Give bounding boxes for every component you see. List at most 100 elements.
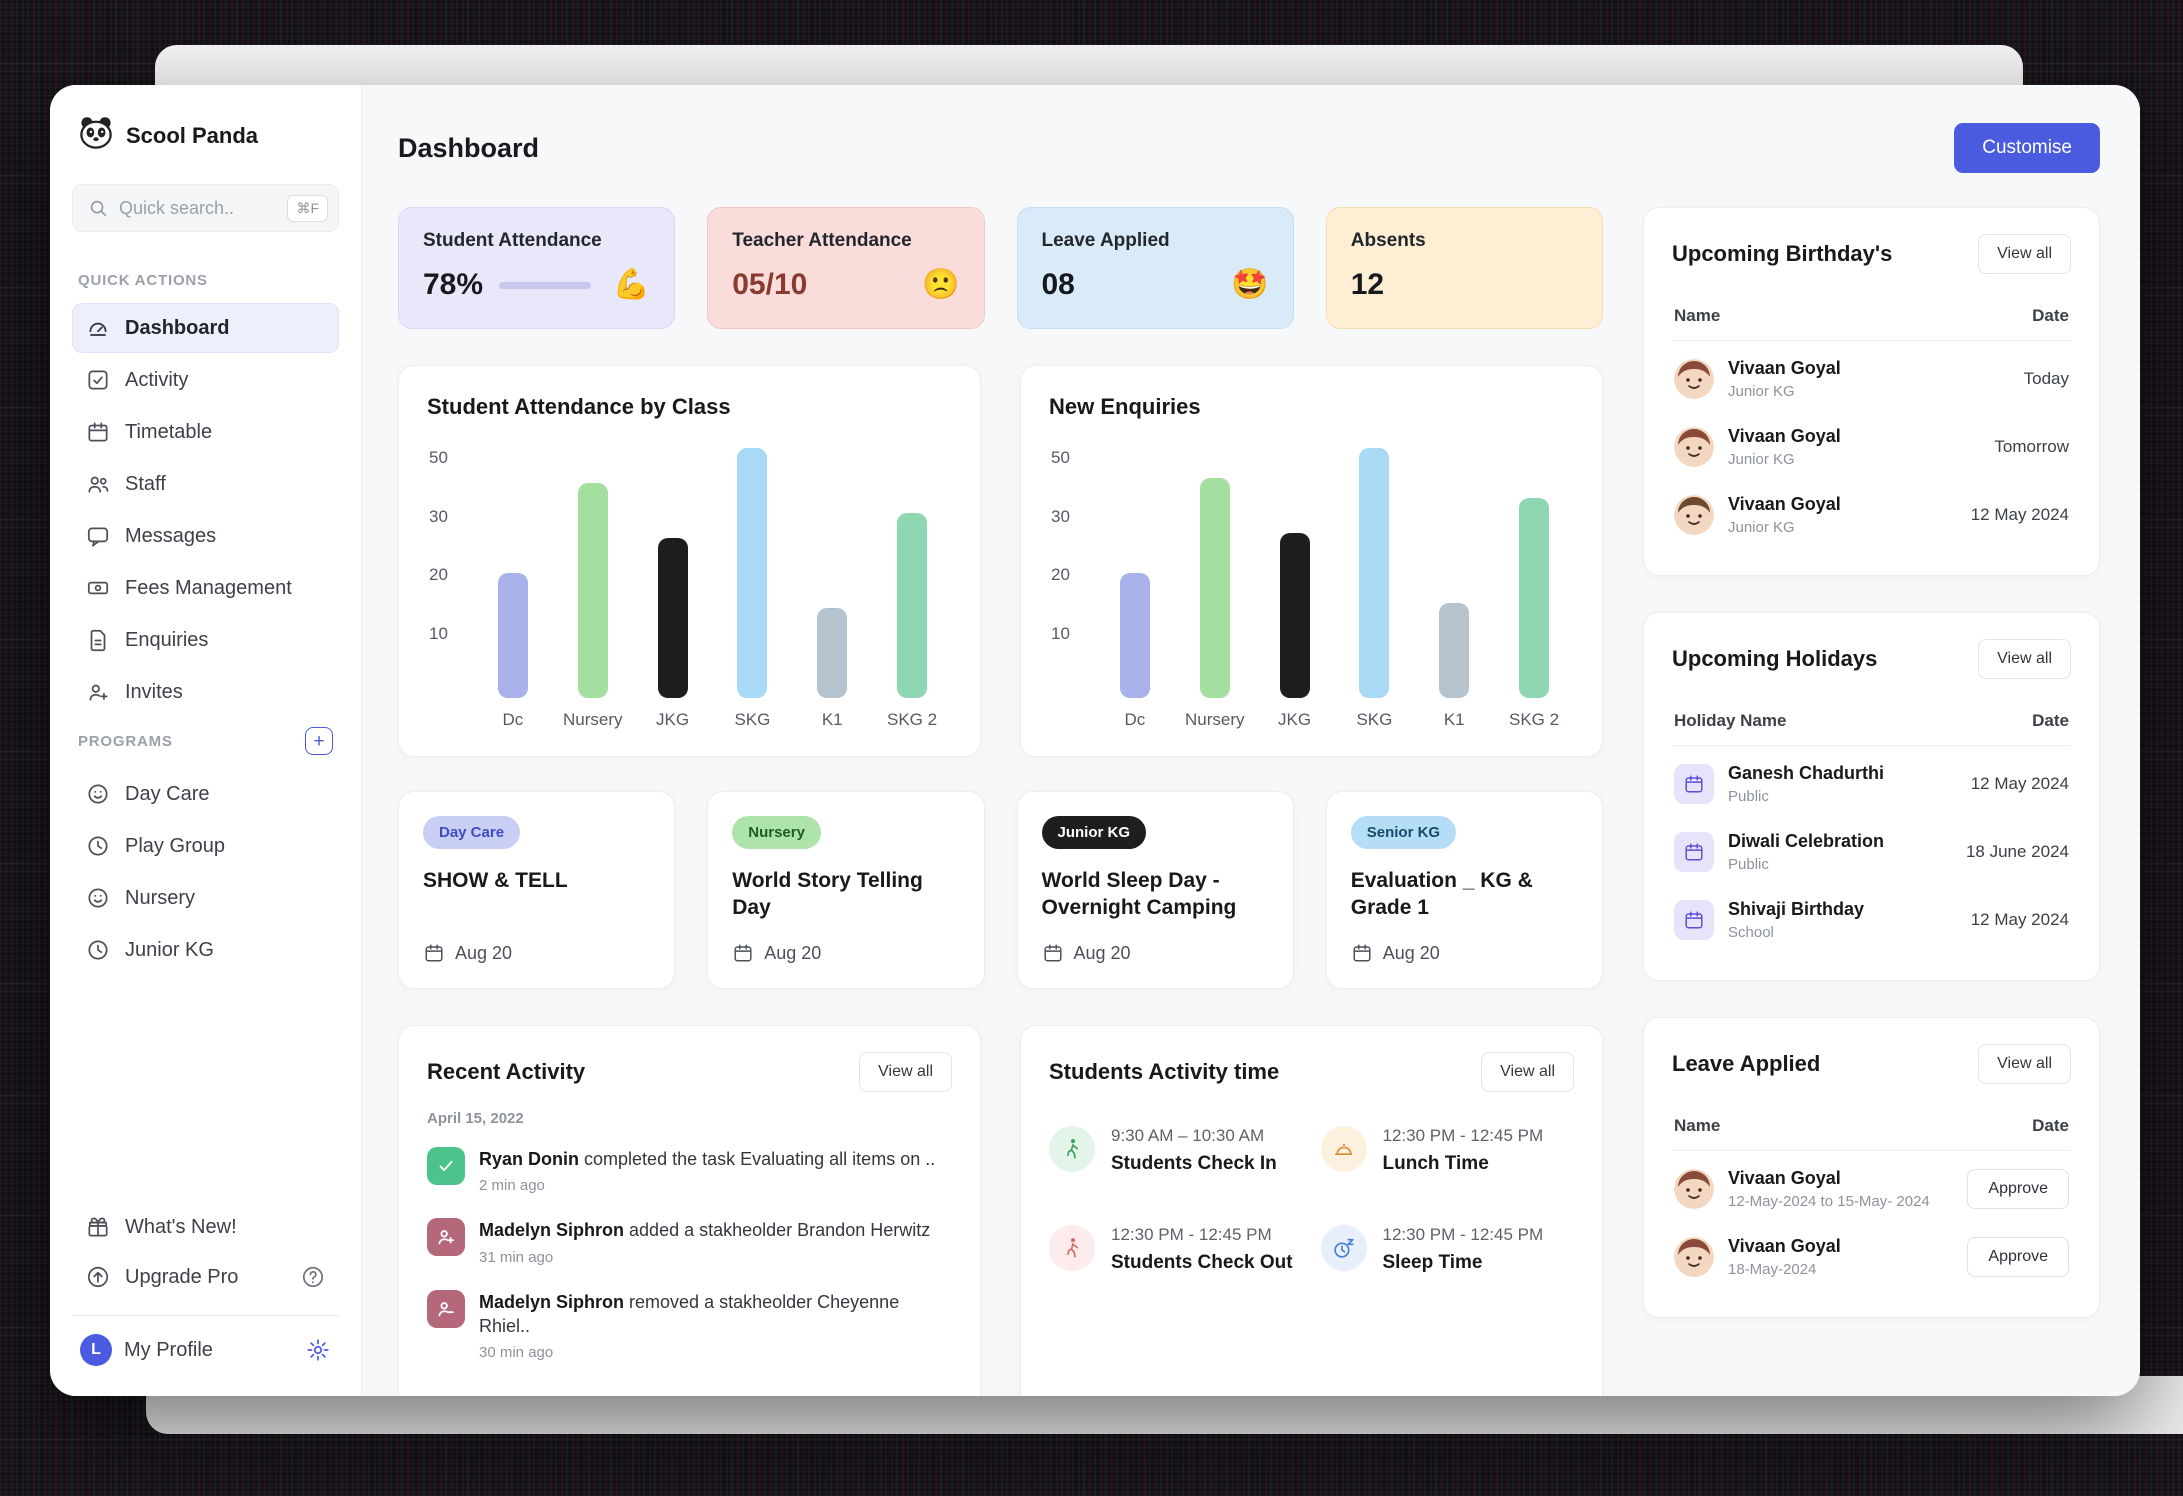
event-title: World Story Telling Day (732, 869, 923, 920)
sidebar-item-label: Invites (125, 680, 183, 703)
event-date: Aug 20 (732, 942, 959, 964)
event-card-world-sleep-day[interactable]: Junior KG World Sleep Day - Overnight Ca… (1016, 791, 1294, 989)
clock-circle-icon (88, 836, 108, 856)
view-all-button[interactable]: View all (859, 1052, 952, 1092)
x-axis-label: SKG (734, 710, 771, 729)
bar-group-dc: Dc (1103, 448, 1167, 729)
sidebar-item-label: Dashboard (125, 316, 230, 339)
approve-button[interactable]: Approve (1967, 1169, 2069, 1209)
sleep-icon (1320, 1225, 1367, 1271)
sidebar-item-fees-management[interactable]: Fees Management (72, 563, 339, 613)
event-date: Aug 20 (423, 942, 650, 964)
column-date: Date (2032, 711, 2069, 730)
customise-button[interactable]: Customise (1954, 123, 2100, 173)
holiday-date: 12 May 2024 (1970, 774, 2069, 793)
sidebar-item-staff[interactable]: Staff (72, 459, 339, 509)
holiday-date: 18 June 2024 (1965, 842, 2069, 861)
sidebar-item-label: Staff (125, 472, 166, 495)
chart-new-enquiries: New Enquiries 50 30 20 10 Dc Nursery JKG SKG K1… (1020, 365, 1603, 757)
event-title: SHOW & TELL (423, 869, 568, 892)
activity-action: removed a stakheolder Cheyenne Rhiel.. (479, 1291, 900, 1336)
avatar (1674, 1237, 1714, 1277)
dashboard-right-column: Upcoming Birthday's View all Name Date V… (1643, 207, 2100, 1396)
add-program-button[interactable]: + (305, 727, 333, 755)
birthday-date: Today (2023, 369, 2069, 388)
sidebar-item-day-care[interactable]: Day Care (72, 769, 339, 819)
app-logo: Scool Panda (72, 115, 339, 156)
arrow-up-circle-icon (87, 1266, 109, 1288)
birthday-date: Tomorrow (1994, 437, 2069, 456)
bar-group-k1: K1 (800, 448, 864, 729)
x-axis-label: Nursery (1184, 710, 1245, 729)
whats-new-link[interactable]: What's New! (72, 1203, 339, 1251)
calendar-icon (1674, 900, 1714, 940)
column-date: Date (2032, 1116, 2069, 1135)
avatar (1674, 427, 1714, 467)
student-name: Vivaan Goyal (1728, 494, 1841, 514)
view-all-button[interactable]: View all (1978, 1044, 2071, 1084)
holiday-type: Public (1728, 788, 1769, 805)
stats-row: Student Attendance 78% 💪 Teacher Attenda… (398, 207, 1603, 329)
search-box[interactable]: ⌘F (72, 184, 339, 232)
search-shortcut-badge: ⌘F (287, 194, 328, 222)
event-card-world-story-telling-day[interactable]: Nursery World Story Telling Day Aug 20 (707, 791, 985, 989)
help-icon[interactable] (300, 1264, 326, 1290)
panel-title: Students Activity time (1049, 1059, 1280, 1084)
sidebar-item-play-group[interactable]: Play Group (72, 821, 339, 871)
event-title: Evaluation _ KG & Grade 1 (1350, 869, 1533, 920)
stat-card-absents: Absents 12 (1325, 207, 1603, 329)
avatar (1674, 495, 1714, 535)
stat-card-teacher-attendance: Teacher Attendance 05/10 🙁 (707, 207, 985, 329)
sidebar-item-timetable[interactable]: Timetable (72, 407, 339, 457)
activity-label: Students Check In (1111, 1153, 1277, 1174)
sidebar-item-invites[interactable]: Invites (72, 667, 339, 717)
sidebar: Scool Panda ⌘F QUICK ACTIONS Dashboard A… (50, 85, 362, 1396)
event-card-show-and-tell[interactable]: Day Care SHOW & TELL Aug 20 (398, 791, 676, 989)
event-card-evaluation-kg-grade1[interactable]: Senior KG Evaluation _ KG & Grade 1 Aug … (1325, 791, 1603, 989)
lunch-time-item: 12:30 PM - 12:45 PM Lunch Time (1320, 1126, 1575, 1175)
view-all-button[interactable]: View all (1978, 639, 2071, 679)
view-all-button[interactable]: View all (1481, 1052, 1574, 1092)
chart-student-attendance-by-class: Student Attendance by Class 50 30 20 10 Dc N… (398, 365, 981, 757)
dashboard-left-column: Student Attendance 78% 💪 Teacher Attenda… (398, 207, 1603, 1396)
check-square-icon (88, 370, 108, 390)
sidebar-item-label: Play Group (125, 834, 226, 857)
bar-group-jkg: JKG (1263, 448, 1327, 729)
calendar-icon (425, 944, 443, 962)
chart-title: Student Attendance by Class (427, 394, 731, 419)
sidebar-item-label: Day Care (125, 782, 210, 805)
activity-actor: Madelyn Siphron (479, 1220, 625, 1241)
avatar (1674, 359, 1714, 399)
stat-label: Teacher Attendance (732, 230, 912, 251)
holiday-row: Shivaji Birthday School 12 May 2024 (1672, 886, 2071, 954)
approve-button[interactable]: Approve (1967, 1237, 2069, 1277)
activity-actor: Madelyn Siphron (479, 1291, 625, 1312)
holiday-date: 12 May 2024 (1970, 910, 2069, 929)
bar (497, 573, 528, 698)
bar-group-skg: SKG (720, 448, 784, 729)
sidebar-item-junior-kg[interactable]: Junior KG (72, 925, 339, 975)
bar-chart: 50 30 20 10 Dc Nursery JKG SKG K1 SKG 2 (427, 448, 952, 729)
sidebar-item-activity[interactable]: Activity (72, 355, 339, 405)
bar-group-skg-2: SKG 2 (880, 448, 944, 729)
y-axis-tick: 20 (429, 565, 448, 585)
sidebar-item-enquiries[interactable]: Enquiries (72, 615, 339, 665)
smiley-circle-icon (88, 888, 108, 908)
bar-group-k1: K1 (1422, 448, 1486, 729)
bar (657, 538, 688, 698)
search-input[interactable] (119, 197, 278, 219)
view-all-button[interactable]: View all (1978, 234, 2071, 274)
chat-icon (87, 527, 109, 547)
sidebar-item-label: Timetable (125, 420, 213, 443)
upgrade-pro-link[interactable]: Upgrade Pro (72, 1253, 339, 1301)
sidebar-item-dashboard[interactable]: Dashboard (72, 303, 339, 353)
leave-applied-panel: Leave Applied View all Name Date Vivaan … (1643, 1017, 2100, 1318)
muscle-emoji-icon: 💪 (612, 268, 651, 301)
sidebar-item-messages[interactable]: Messages (72, 511, 339, 561)
panda-logo-icon (78, 115, 114, 156)
main-content: Dashboard Customise Student Attendance 7… (362, 85, 2140, 1396)
y-axis-tick: 30 (1051, 506, 1070, 526)
sidebar-item-nursery[interactable]: Nursery (72, 873, 339, 923)
my-profile-row[interactable]: L My Profile (72, 1328, 339, 1372)
gear-icon[interactable] (305, 1337, 331, 1363)
